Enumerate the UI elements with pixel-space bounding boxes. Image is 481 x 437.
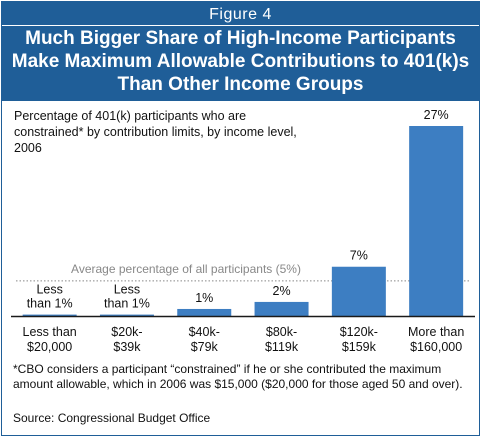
data-label-2-line-2: than 1%	[104, 297, 150, 311]
chart-subtitle: Percentage of 401(k) participants who ar…	[14, 109, 297, 155]
title-line-2: Make Maximum Allowable Contributions to …	[11, 51, 470, 72]
title-line-3: Than Other Income Groups	[117, 74, 364, 95]
category-label-4-line-2: $119k	[265, 340, 299, 354]
category-label-5-line-2: $159k	[342, 340, 377, 354]
data-label-4-line-1: 2%	[273, 284, 291, 298]
footnote: *CBO considers a participant “constraine…	[13, 362, 463, 391]
bar-6	[409, 126, 464, 316]
category-label-6-line-2: $160,000	[410, 340, 462, 354]
data-label-2-line-1: Less	[114, 283, 140, 297]
data-label-6-line-1: 27%	[424, 108, 449, 122]
category-label-5-line-1: $120k-	[340, 325, 378, 339]
category-label-3-line-1: $40k-	[189, 325, 220, 339]
data-label-3-line-1: 1%	[195, 291, 213, 305]
data-label-1-line-1: Less	[36, 283, 62, 297]
reference-line-label: Average percentage of all participants (…	[71, 262, 301, 276]
bar-chart: Average percentage of all participants (…	[11, 108, 475, 354]
header-divider	[2, 25, 479, 26]
bar-2	[99, 314, 154, 316]
category-label-1-line-2: $20,000	[27, 340, 72, 354]
category-label-2-line-1: $20k-	[111, 325, 142, 339]
bar-5	[331, 266, 386, 316]
category-label-4-line-1: $80k-	[266, 325, 297, 339]
figure-header: Figure 4 Much Bigger Share of High-Incom…	[2, 2, 479, 101]
category-label-1-line-1: Less than	[23, 325, 77, 339]
category-label-6-line-1: More than	[408, 325, 464, 339]
bar-1	[22, 314, 77, 316]
chart-title: Much Bigger Share of High-Income Partici…	[8, 27, 473, 96]
bar-4	[254, 301, 309, 316]
data-label-1-line-2: than 1%	[27, 297, 73, 311]
bar-3	[177, 308, 232, 316]
title-line-1: Much Bigger Share of High-Income Partici…	[25, 28, 456, 49]
category-label-3-line-2: $79k	[191, 340, 219, 354]
category-label-2-line-2: $39k	[113, 340, 141, 354]
figure-label: Figure 4	[209, 6, 272, 23]
data-label-5-line-1: 7%	[350, 249, 368, 263]
source-note: Source: Congressional Budget Office	[13, 411, 211, 425]
